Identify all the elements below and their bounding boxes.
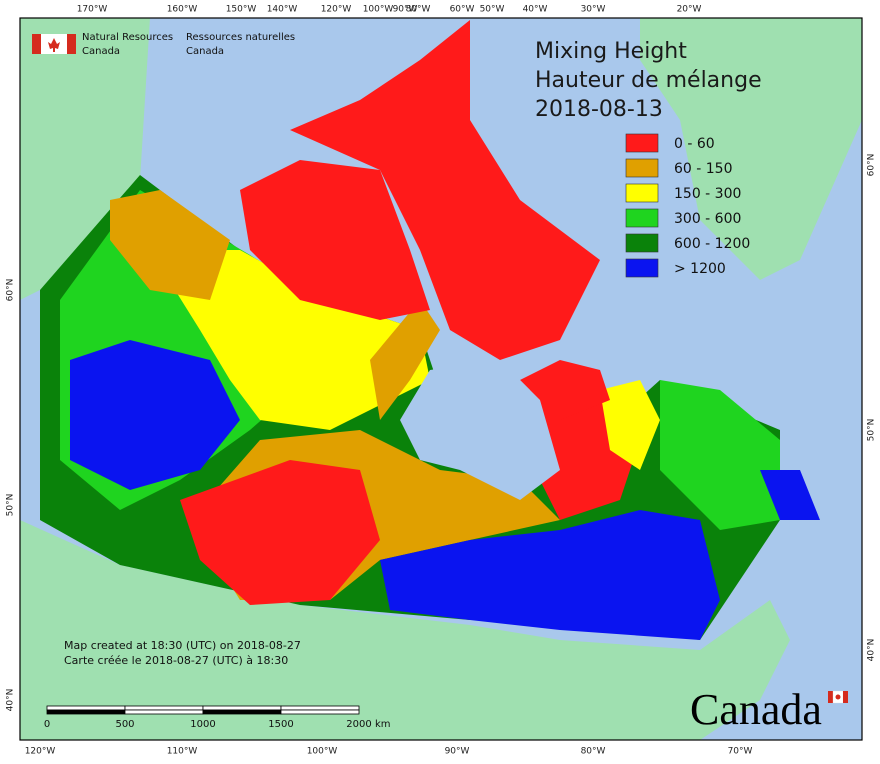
region [660, 380, 780, 530]
org-name: Natural Resources [82, 32, 173, 43]
region [110, 190, 230, 300]
logo [32, 34, 76, 54]
legend-label: 600 - 1200 [674, 236, 750, 252]
scale-label: 2000 [346, 719, 371, 730]
title: Hauteur de mélange [535, 68, 762, 93]
longitude-label: 80°W [406, 5, 431, 15]
legend-swatch [625, 233, 659, 253]
longitude-label: 60°W [450, 5, 475, 15]
map-frame [19, 17, 863, 741]
scale-unit: km [375, 719, 391, 730]
region [760, 470, 820, 520]
latitude-label: 60°N [867, 154, 877, 177]
greenland [640, 18, 862, 280]
longitude-label: 140°W [267, 5, 298, 15]
legend-swatch [625, 183, 659, 203]
graticule-labels: 170°W 160°W 150°W 140°W 120°W 100°W 90°W80°W 60… [6, 5, 877, 757]
legend-swatch [625, 258, 659, 278]
wordmark-flag [828, 690, 848, 704]
longitude-label: 110°W [167, 747, 198, 757]
longitude-label: 160°W [167, 5, 198, 15]
flag-bar [828, 691, 833, 703]
region [70, 340, 240, 490]
latitude-label: 50°N [6, 494, 16, 517]
scale-label: 500 [115, 719, 134, 730]
hudson-bay [400, 360, 560, 500]
longitude-label: 90°W [393, 5, 418, 15]
longitude-label: 100°W [307, 747, 338, 757]
scale-segment [124, 705, 204, 711]
longitude-label: 40°W [523, 5, 548, 15]
longitude-label: 30°W [581, 5, 606, 15]
scale-segment [280, 705, 360, 711]
legend-label: 300 - 600 [674, 211, 741, 227]
title: Mixing Height [535, 39, 687, 64]
longitude-label: 170°W [77, 5, 108, 15]
scale-segment [202, 705, 282, 711]
region [150, 250, 430, 430]
legend-swatch [625, 133, 659, 153]
region [600, 380, 660, 470]
latitude-label: 40°N [6, 689, 16, 712]
wordmark: Canada [690, 685, 822, 734]
flag-bar [32, 34, 41, 54]
latitude-label: 40°N [867, 639, 877, 662]
scale-label: 1000 [190, 719, 215, 730]
scale-label: 1500 [268, 719, 293, 730]
flag-bar [843, 691, 848, 703]
legend-swatch [625, 208, 659, 228]
org-name: Ressources naturelles [186, 32, 295, 43]
longitude-label: 70°W [728, 747, 753, 757]
longitude-label: 120°W [25, 747, 56, 757]
note: Carte créée le 2018-08-27 (UTC) à 18:30 [64, 654, 288, 667]
scale-segment [280, 709, 360, 715]
longitude-label: 100°W [363, 5, 394, 15]
org-name: Canada [186, 46, 224, 57]
legend-label: 150 - 300 [674, 186, 741, 202]
region [380, 510, 720, 640]
scale-segment [46, 709, 126, 715]
legend: 0 - 60 60 - 150 150 - 300 300 - 600 600 - 12… [625, 133, 750, 278]
maple-leaf [835, 694, 841, 700]
legend-label: > 1200 [674, 261, 726, 277]
scale-segment [202, 709, 282, 715]
title-date: 2018-08-13 [535, 97, 663, 122]
scale-segment [124, 709, 204, 715]
usa [20, 520, 790, 740]
region [370, 300, 440, 420]
longitude-label: 50°W [480, 5, 505, 15]
alaska [20, 18, 150, 300]
region [520, 360, 610, 420]
latitude-label: 60°N [6, 279, 16, 302]
org-name: Canada [82, 46, 120, 57]
latitude-label: 50°N [867, 419, 877, 442]
scale-bar: 0 500 1000 1500 2000 km [44, 705, 391, 730]
flag-bar [67, 34, 76, 54]
region [290, 20, 600, 360]
legend-swatch [625, 158, 659, 178]
note: Map created at 18:30 (UTC) on 2018-08-27 [64, 639, 301, 652]
longitude-label: 80°W [581, 747, 606, 757]
longitude-label: 150°W [226, 5, 257, 15]
longitude-label: 20°W [677, 5, 702, 15]
scale-label: 0 [44, 719, 50, 730]
longitude-label: 120°W [321, 5, 352, 15]
frame-border [19, 17, 863, 741]
region [240, 160, 430, 320]
legend-label: 60 - 150 [674, 161, 733, 177]
longitude-label: 90°W [445, 747, 470, 757]
region [180, 460, 380, 605]
legend-label: 0 - 60 [674, 136, 715, 152]
maple-leaf [48, 38, 60, 52]
scale-segment [46, 705, 126, 711]
